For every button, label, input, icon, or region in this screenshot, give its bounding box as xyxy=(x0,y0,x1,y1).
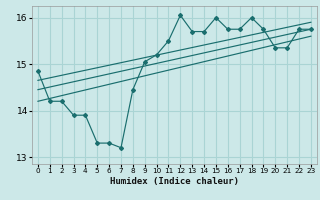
X-axis label: Humidex (Indice chaleur): Humidex (Indice chaleur) xyxy=(110,177,239,186)
